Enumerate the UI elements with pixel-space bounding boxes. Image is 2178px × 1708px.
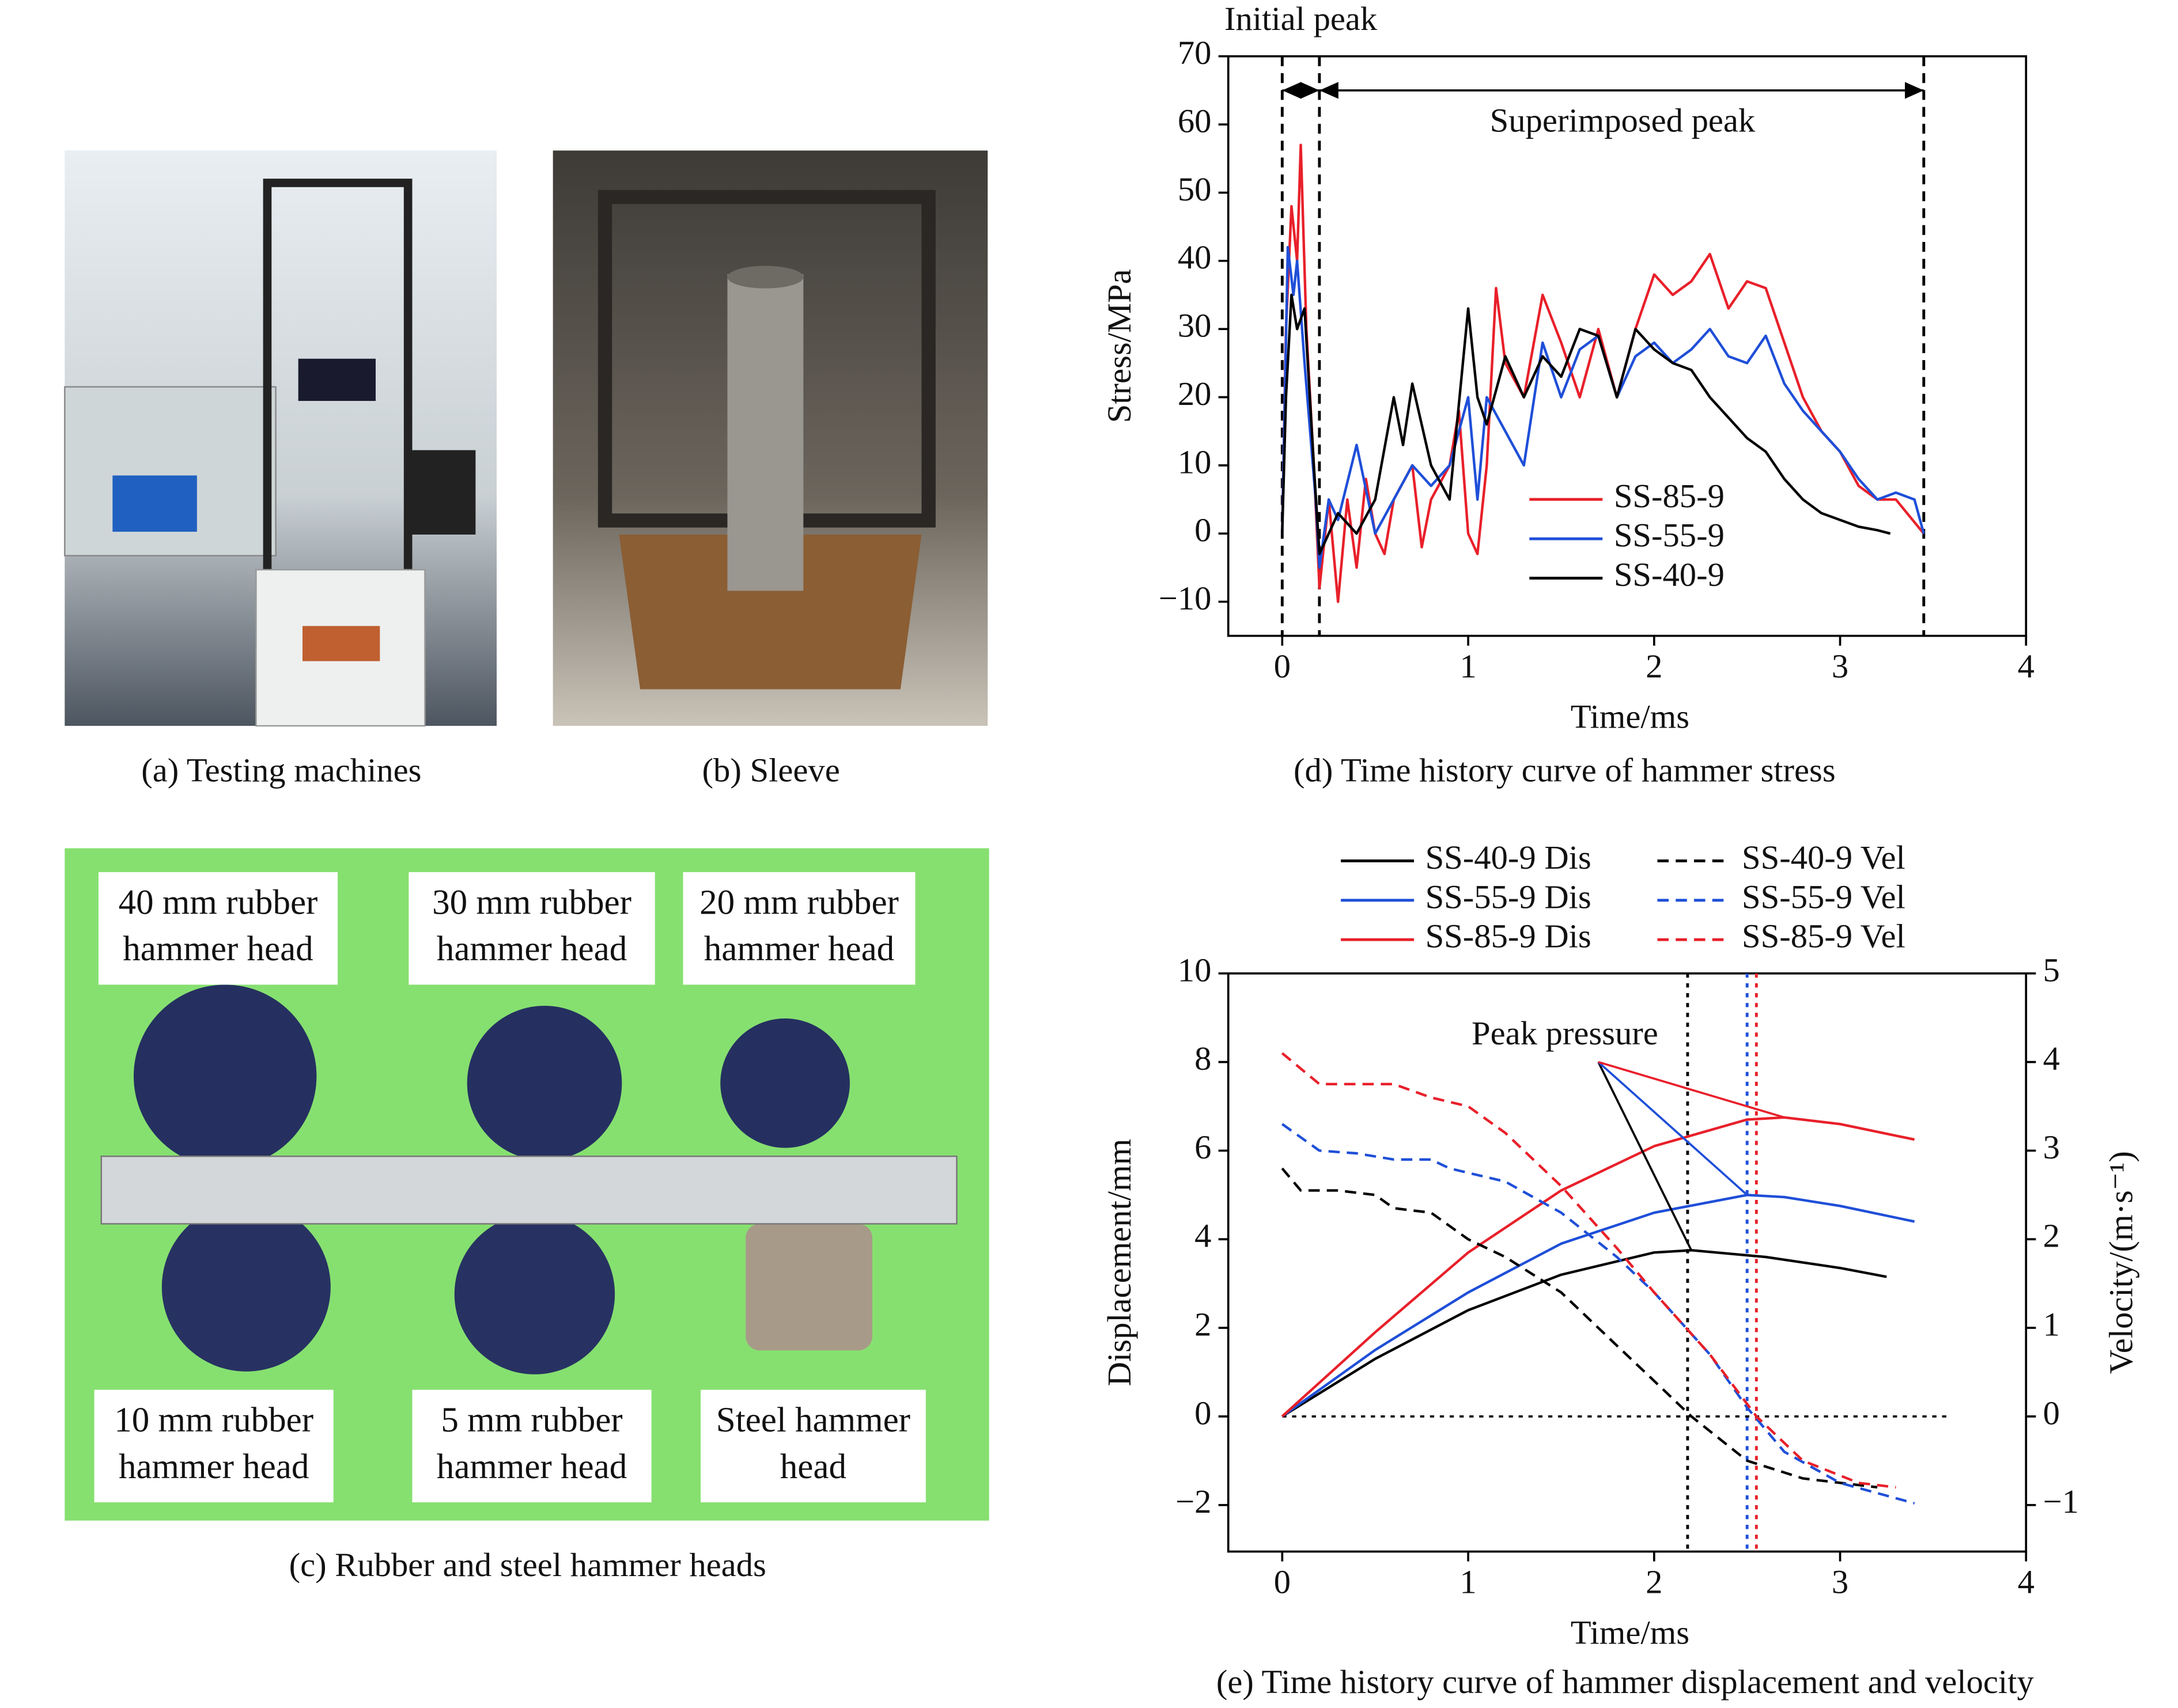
y-axis-label: Stress/MPa: [1101, 269, 1138, 423]
photo-sleeve: [553, 150, 988, 726]
x-axis-label: Time/ms: [1571, 698, 1689, 736]
plot-frame: [1227, 972, 2028, 1553]
y-tick-label: 2: [1194, 1306, 1211, 1343]
y-tick-label: 4: [1194, 1217, 1211, 1255]
y-tick-label: 0: [1194, 512, 1211, 549]
hammer-label: 30 mm rubber: [432, 884, 632, 922]
x-tick-label: 1: [1459, 647, 1476, 685]
y2-tick-label: 2: [2043, 1217, 2060, 1255]
data-line: [1281, 1249, 1887, 1418]
y-tick-label: 40: [1178, 238, 1212, 276]
annotation: Peak pressure: [1472, 1014, 1658, 1052]
legend-label: SS-40-9 Dis: [1425, 839, 1591, 876]
legend-label: SS-40-9: [1614, 556, 1725, 593]
x-tick-label: 4: [2018, 1563, 2035, 1600]
hammer-label: 5 mm rubber: [441, 1401, 622, 1440]
hammer-label: 20 mm rubber: [699, 884, 899, 922]
y-tick-label: 30: [1178, 307, 1212, 344]
x-tick-label: 0: [1274, 1563, 1291, 1600]
annotation-pointer: [1597, 1061, 1748, 1196]
y-tick-label: 6: [1194, 1128, 1211, 1166]
hammer-label: hammer head: [119, 1448, 309, 1486]
data-line: [1281, 143, 1925, 603]
label-box: [94, 1389, 334, 1502]
y-tick-label: 60: [1178, 103, 1212, 140]
hammer-label: Steel hammer: [716, 1401, 910, 1440]
label-box: [409, 872, 655, 985]
label-box: [98, 872, 338, 985]
legend-label: SS-55-9: [1614, 517, 1725, 554]
photo-testing-machines: [64, 150, 497, 727]
legend-label: SS-85-9: [1614, 477, 1725, 514]
x-tick-label: 3: [1832, 647, 1848, 685]
legend-label: SS-85-9 Vel: [1742, 918, 1905, 955]
plot-frame: [1227, 55, 2028, 637]
y2-tick-label: 0: [2043, 1394, 2060, 1431]
legend-label: SS-40-9 Vel: [1742, 839, 1905, 876]
data-line: [1281, 1052, 1896, 1489]
hammer-label: hammer head: [437, 1448, 627, 1486]
x-tick-label: 1: [1459, 1563, 1476, 1600]
y-tick-label: −2: [1175, 1483, 1211, 1520]
x-tick-label: 2: [1646, 1563, 1662, 1600]
y2-tick-label: −1: [2043, 1483, 2079, 1520]
hammer-label: hammer head: [123, 930, 313, 968]
legend-label: SS-85-9 Dis: [1425, 918, 1591, 955]
caption: (d) Time history curve of hammer stress: [1294, 752, 1836, 789]
caption: (e) Time history curve of hammer displac…: [1216, 1663, 2035, 1701]
hammer-label: head: [780, 1448, 846, 1486]
y-tick-label: 10: [1178, 951, 1212, 989]
hammer-label: 40 mm rubber: [119, 884, 318, 922]
y-tick-label: 0: [1194, 1394, 1211, 1431]
data-line: [1281, 293, 1891, 555]
y-tick-label: −10: [1159, 580, 1212, 617]
data-line: [1281, 1116, 1915, 1418]
annotation-pointer: [1598, 1061, 1785, 1119]
y2-tick-label: 3: [2043, 1128, 2060, 1166]
label-box: [701, 1389, 926, 1502]
caption: (a) Testing machines: [141, 752, 421, 789]
hammer-label: hammer head: [437, 930, 627, 968]
y2-axis-label: Velocity/(m·s⁻¹): [2103, 1151, 2140, 1374]
annotation: Superimposed peak: [1490, 101, 1756, 139]
data-line: [1281, 1167, 1878, 1489]
x-axis-label: Time/ms: [1571, 1614, 1689, 1651]
label-box: [412, 1389, 652, 1502]
hammer-label: 10 mm rubber: [114, 1401, 313, 1440]
y-tick-label: 50: [1178, 171, 1212, 208]
legend-label: SS-55-9 Dis: [1425, 878, 1591, 915]
legend-label: SS-55-9 Vel: [1742, 878, 1905, 915]
x-tick-label: 3: [1832, 1563, 1848, 1600]
y-tick-label: 70: [1178, 34, 1212, 71]
x-tick-label: 0: [1274, 647, 1291, 685]
y-tick-label: 10: [1178, 443, 1212, 480]
label-box: [683, 872, 916, 985]
x-tick-label: 4: [2018, 647, 2035, 685]
caption: (c) Rubber and steel hammer heads: [289, 1546, 766, 1584]
y-tick-label: 20: [1178, 375, 1212, 412]
caption: (b) Sleeve: [702, 752, 840, 789]
data-line: [1281, 1194, 1915, 1418]
y2-tick-label: 4: [2043, 1040, 2060, 1077]
y2-tick-label: 5: [2043, 951, 2060, 989]
data-line: [1281, 1123, 1915, 1505]
hammer-label: hammer head: [704, 930, 894, 968]
x-tick-label: 2: [1646, 647, 1662, 685]
y-tick-label: 8: [1194, 1040, 1211, 1077]
annotation-pointer: [1597, 1061, 1692, 1251]
annotation: Initial peak: [1224, 0, 1378, 37]
hammer-labels: 40 mm rubber hammer head 30 mm rubber hamme…: [94, 872, 926, 1502]
y2-tick-label: 1: [2043, 1306, 2060, 1343]
data-line: [1281, 245, 1925, 569]
y-axis-label: Displacement/mm: [1101, 1139, 1138, 1387]
